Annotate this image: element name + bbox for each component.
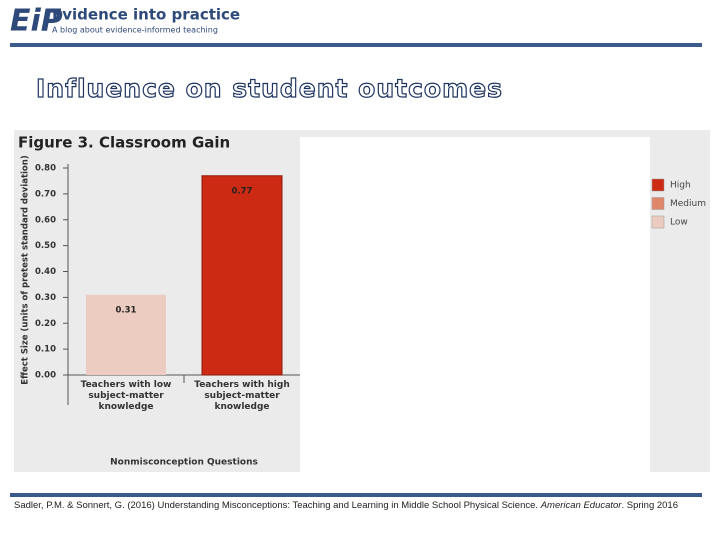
citation-journal: American Educator [540, 500, 622, 511]
y-tick-label: 0.40 [35, 267, 56, 277]
y-tick-label: 0.20 [35, 319, 56, 329]
header-subtitle: A blog about evidence-informed teaching [52, 26, 218, 35]
logo: EiP [10, 4, 63, 39]
y-tick-label: 0.30 [35, 293, 56, 303]
y-tick-label: 0.70 [35, 189, 56, 199]
citation-text: Sadler, P.M. & Sonnert, G. (2016) Unders… [14, 500, 541, 511]
legend-label: High [670, 181, 691, 191]
header-title: Evidence into practice [52, 6, 240, 24]
citation-box: Sadler, P.M. & Sonnert, G. (2016) Unders… [14, 500, 714, 512]
chart-title: Figure 3. Classroom Gain [18, 134, 230, 152]
header-rule [10, 43, 702, 47]
y-tick-label: 0.50 [35, 241, 56, 251]
x-label-box: Teachers with high subject-matter knowle… [194, 380, 290, 412]
legend-label: Low [670, 218, 688, 228]
bar [201, 175, 283, 376]
footer-rule [10, 493, 702, 497]
slide-title: Influence on student outcomes [36, 74, 503, 103]
y-axis-label: Effect Size (units of pretest standard d… [21, 155, 31, 385]
y-tick-label: 0.60 [35, 215, 56, 225]
legend-label: Medium [670, 199, 706, 209]
y-tick-label: 0.00 [35, 371, 56, 381]
x-tick-label: Teachers with low subject-matter knowled… [80, 380, 172, 412]
value-label: 0.77 [232, 186, 253, 196]
blank-area [300, 137, 650, 472]
y-tick-label: 0.80 [35, 164, 56, 174]
y-tick-label: 0.10 [35, 345, 56, 355]
value-label: 0.31 [116, 305, 137, 315]
citation: Sadler, P.M. & Sonnert, G. (2016) Unders… [14, 500, 714, 512]
x-label-box: Teachers with low subject-matter knowled… [80, 380, 172, 412]
legend-swatch [651, 178, 665, 192]
bar [86, 294, 166, 375]
citation-text: . Spring 2016 [621, 500, 678, 511]
x-tick-label: Teachers with high subject-matter knowle… [194, 380, 290, 412]
legend-swatch [651, 215, 665, 229]
x-axis-label: Nonmisconception Questions [110, 458, 258, 468]
legend-swatch [651, 197, 665, 210]
